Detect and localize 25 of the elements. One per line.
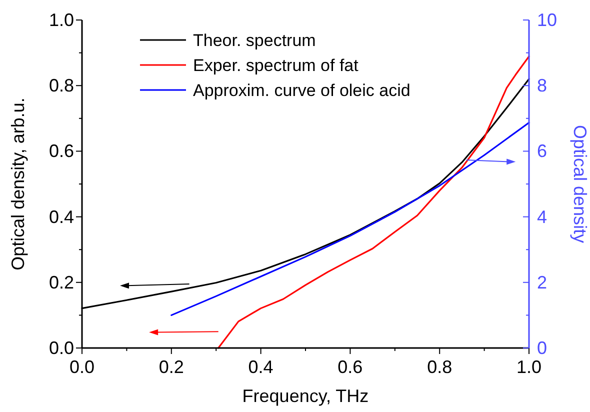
y2-tick-label: 8 bbox=[537, 76, 548, 96]
y-tick-label: 0.6 bbox=[48, 141, 74, 162]
y-tick-label: 0.8 bbox=[48, 76, 74, 96]
y-tick-label: 0.0 bbox=[48, 338, 74, 358]
y2-tick-label: 10 bbox=[537, 10, 558, 30]
line-series bbox=[170, 122, 530, 316]
x-tick-label: 1.0 bbox=[516, 357, 542, 377]
y-tick-label: 0.4 bbox=[48, 206, 74, 227]
legend-label: Exper. spectrum of fat bbox=[193, 56, 359, 75]
y2-tick-label: 6 bbox=[537, 141, 548, 162]
y-axis-title: Optical density, arb.u. bbox=[8, 98, 28, 270]
x-tick-label: 0.8 bbox=[427, 357, 452, 377]
y2-tick-label: 4 bbox=[537, 206, 548, 227]
x-tick-label: 0.6 bbox=[338, 357, 363, 377]
y-tick-label: 1.0 bbox=[48, 10, 74, 30]
y2-tick-label: 2 bbox=[537, 272, 548, 292]
x-tick-label: 0.4 bbox=[248, 357, 274, 377]
x-tick-label: 0.0 bbox=[69, 357, 95, 377]
y2-axis-title: Optical density bbox=[570, 124, 590, 244]
legend-label: Approxim. curve of oleic acid bbox=[193, 81, 410, 100]
y-tick-label: 0.2 bbox=[48, 272, 74, 292]
x-tick-label: 0.2 bbox=[158, 357, 184, 377]
y2-tick-label: 0 bbox=[537, 338, 548, 358]
x-axis-title: Frequency, THz bbox=[242, 386, 369, 406]
legend-label: Theor. spectrum bbox=[193, 31, 316, 50]
